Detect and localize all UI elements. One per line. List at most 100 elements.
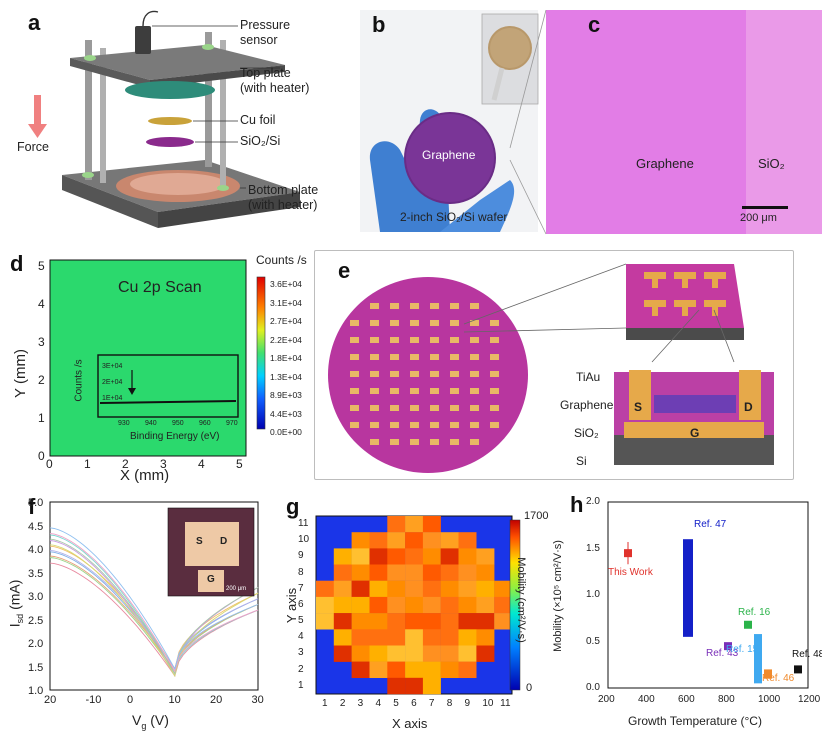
device-pad bbox=[490, 371, 499, 377]
micrograph-graphene-label: Graphene bbox=[636, 156, 694, 171]
x-tick-label: 4 bbox=[375, 698, 382, 709]
mobility-cell bbox=[494, 613, 513, 630]
device-g-label: G bbox=[690, 426, 700, 440]
device-pad bbox=[410, 388, 419, 394]
device-pad bbox=[370, 388, 379, 394]
mobility-cell bbox=[440, 661, 459, 678]
panel-c: c Graphene SiO₂ 200 μm bbox=[546, 10, 822, 234]
mobility-cell bbox=[387, 596, 406, 614]
mobility-cell bbox=[422, 629, 441, 646]
mobility-cell bbox=[476, 629, 495, 646]
point-label: Ref. 15 bbox=[726, 644, 759, 656]
mobility-cell bbox=[369, 613, 388, 630]
device-pad bbox=[430, 405, 439, 411]
mobility-cell bbox=[405, 532, 424, 549]
x-tick-label: 200 bbox=[598, 694, 615, 705]
device-pad bbox=[370, 337, 379, 343]
device-pad bbox=[470, 439, 479, 445]
x-tick-label: 400 bbox=[638, 694, 655, 705]
device-pad bbox=[450, 405, 459, 411]
panel-letter-h: h bbox=[570, 492, 584, 517]
x-tick-label: 6 bbox=[411, 698, 417, 709]
mobility-cell bbox=[387, 548, 406, 565]
device-pad bbox=[370, 320, 379, 326]
x-tick-label: 1200 bbox=[798, 694, 821, 705]
panel-f: f S D G 200 μm 20 -10 0 10 20 30 5.0 4.5 4.0 3.5… bbox=[0, 490, 270, 737]
y-tick-label: 0.0 bbox=[586, 682, 600, 693]
mobility-cell bbox=[458, 613, 477, 630]
label-cu-foil: Cu foil bbox=[240, 113, 276, 127]
mobility-cell bbox=[333, 564, 352, 581]
device-pad bbox=[350, 371, 359, 377]
device-pad bbox=[390, 422, 399, 428]
device-graphene-label: Graphene bbox=[560, 398, 614, 412]
wafer-device-array bbox=[350, 303, 499, 445]
mobility-cell bbox=[458, 580, 477, 598]
mobility-cell bbox=[351, 548, 370, 565]
panel-e: e TiAu Graphene SiO₂ Si S D G bbox=[314, 250, 792, 478]
x-tick-label: -10 bbox=[85, 694, 102, 706]
mobility-cell bbox=[351, 596, 370, 614]
inset-s-label: S bbox=[196, 536, 203, 547]
device-pad bbox=[450, 388, 459, 394]
device-pad bbox=[450, 303, 459, 309]
mini-device-stem bbox=[712, 279, 718, 288]
mobility-cell bbox=[422, 613, 441, 630]
device-pad bbox=[390, 371, 399, 377]
device-pad bbox=[350, 388, 359, 394]
y-tick-label: 5.0 bbox=[28, 497, 44, 509]
device-pad bbox=[350, 405, 359, 411]
device-pad bbox=[350, 320, 359, 326]
label-bottom-plate-1: Bottom plate bbox=[248, 183, 319, 197]
x-tick-label: 600 bbox=[678, 694, 695, 705]
point-label: Ref. 46 bbox=[762, 673, 795, 685]
mobility-cell bbox=[422, 580, 441, 598]
mobility-cells bbox=[316, 516, 513, 695]
y-tick-label: 5 bbox=[298, 615, 304, 627]
y-axis-label: Isd (mA) bbox=[6, 580, 25, 628]
zoomed-device-array bbox=[644, 272, 726, 316]
device-pad bbox=[410, 371, 419, 377]
mobility-cell bbox=[458, 661, 477, 678]
x-tick-label: 1 bbox=[84, 457, 91, 471]
mobility-cell bbox=[422, 516, 441, 533]
data-point bbox=[794, 665, 802, 674]
inset-y-tick-label: 1E+04 bbox=[102, 395, 123, 402]
mobility-cell bbox=[440, 548, 459, 565]
y-tick-label: 1.0 bbox=[586, 589, 600, 600]
mobility-cell bbox=[422, 645, 441, 662]
mobility-cell bbox=[333, 580, 352, 598]
inset-x-tick-label: 940 bbox=[145, 420, 157, 427]
x-axis-label-main: V bbox=[132, 712, 142, 728]
panel-e-frame bbox=[314, 250, 794, 480]
device-pad bbox=[430, 320, 439, 326]
x-axis-label-sub: g bbox=[141, 720, 147, 731]
transfer-curves bbox=[49, 527, 259, 678]
label-top-plate-1: Top plate bbox=[240, 66, 291, 80]
inset-scale-label: 200 μm bbox=[226, 586, 247, 592]
device-pad bbox=[390, 405, 399, 411]
y-tick-label: 4.0 bbox=[28, 544, 44, 556]
mobility-cell bbox=[440, 629, 459, 646]
x-tick-label: 5 bbox=[393, 698, 399, 709]
x-axis-label: X (mm) bbox=[120, 467, 170, 484]
x-tick-label: 30 bbox=[251, 694, 264, 706]
device-pad bbox=[470, 388, 479, 394]
y-tick-label: 0 bbox=[38, 449, 45, 463]
x-tick-label: 11 bbox=[500, 698, 511, 709]
mobility-cell bbox=[440, 564, 459, 581]
transfer-curve bbox=[49, 544, 259, 678]
xps-map-plot bbox=[49, 259, 266, 457]
mobility-cell bbox=[440, 580, 459, 598]
device-pad bbox=[370, 303, 379, 309]
mobility-cell bbox=[422, 564, 441, 581]
range-bar bbox=[764, 669, 772, 679]
device-pad bbox=[390, 303, 399, 309]
x-axis-label: Vg (V) bbox=[132, 712, 169, 731]
mobility-cell bbox=[351, 661, 370, 678]
device-pad bbox=[410, 320, 419, 326]
device-pad bbox=[490, 422, 499, 428]
device-pad bbox=[390, 337, 399, 343]
device-pad bbox=[470, 320, 479, 326]
inset-x-tick-label: 950 bbox=[172, 420, 184, 427]
